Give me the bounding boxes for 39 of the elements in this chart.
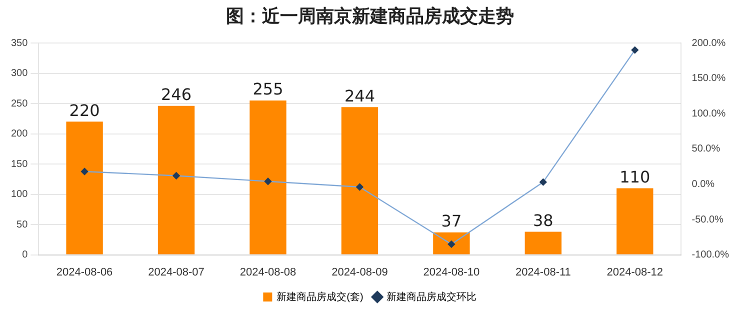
bar — [66, 122, 103, 254]
x-tick-label: 2024-08-10 — [423, 266, 480, 278]
data-label: 246 — [160, 85, 192, 104]
bar — [433, 232, 470, 254]
y-tick-label: 0 — [22, 250, 28, 261]
data-label: 37 — [441, 212, 462, 231]
bar — [158, 106, 195, 254]
y2-tick-label: 150.0% — [692, 73, 726, 84]
data-label: 110 — [620, 167, 650, 186]
x-tick-label: 2024-08-09 — [332, 266, 388, 278]
x-tick-label: 2024-08-07 — [148, 266, 204, 278]
bar — [524, 232, 562, 254]
y2-tick-label: -50.0% — [692, 214, 724, 226]
data-label: 220 — [69, 100, 100, 120]
bar — [250, 100, 286, 254]
bar — [341, 107, 378, 254]
y-tick-label: 50 — [16, 219, 28, 230]
y2-tick-label: 100.0% — [692, 108, 726, 120]
x-tick-label: 2024-08-06 — [56, 266, 113, 278]
y-tick-label: 250 — [10, 98, 28, 110]
y-tick-label: 350 — [10, 38, 28, 49]
y-tick-label: 100 — [10, 189, 28, 200]
legend-label: 新建商品房成交(套) — [276, 290, 364, 303]
y2-tick-label: 0.0% — [692, 178, 715, 190]
data-label: 255 — [252, 80, 284, 99]
y-tick-label: 150 — [10, 158, 28, 170]
x-tick-label: 2024-08-11 — [515, 266, 571, 278]
data-label: 244 — [344, 86, 375, 106]
bar — [616, 188, 654, 254]
x-tick-label: 2024-08-08 — [240, 266, 296, 278]
y-tick-label: 300 — [10, 68, 28, 80]
x-tick-label: 2024-08-12 — [606, 266, 664, 278]
y2-tick-label: -100.0% — [692, 250, 730, 261]
y2-tick-label: 200.0% — [692, 38, 726, 49]
y2-tick-label: 50.0% — [692, 144, 720, 155]
legend-label: 新建商品房成交环比 — [386, 290, 476, 303]
y-tick-label: 200 — [10, 128, 28, 140]
data-label: 38 — [532, 210, 554, 230]
chart-title: 图：近一周南京新建商品房成交走势 — [225, 5, 515, 29]
